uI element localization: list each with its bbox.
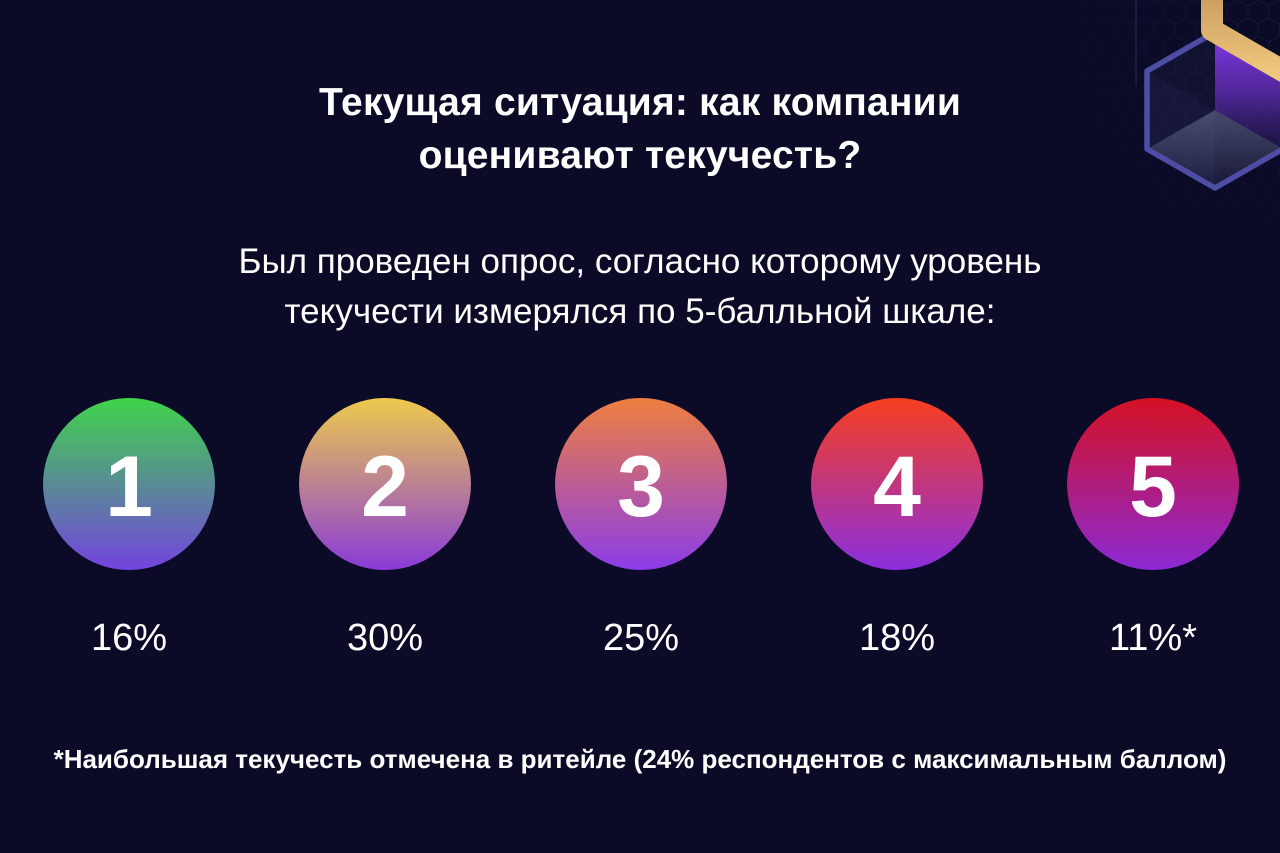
- scale-number: 1: [105, 439, 153, 535]
- gold-hexagon-frame-icon: [1201, 0, 1280, 82]
- scale-number: 2: [361, 439, 409, 535]
- title-line-1: Текущая ситуация: как компании: [318, 81, 962, 124]
- scale-circle: 3: [555, 398, 727, 570]
- scale-percent: 16%: [90, 617, 168, 659]
- subtitle: Был проведен опрос, согласно которому ур…: [0, 237, 1280, 337]
- scale-item: 5 11%*: [1067, 398, 1239, 660]
- subtitle-line-2: текучести измерялся по 5-балльной шкале:: [284, 292, 996, 331]
- scale-item: 4 18%: [811, 398, 983, 660]
- scale-circle: 4: [811, 398, 983, 570]
- scale-item: 3 25%: [555, 398, 727, 660]
- scale-number: 4: [873, 439, 921, 535]
- subtitle-line-1: Был проведен опрос, согласно которому ур…: [238, 242, 1042, 281]
- scale-circle: 1: [43, 398, 215, 570]
- scale-row: 1 16% 2 30% 3 25% 4 18% 5 11%*: [43, 398, 1239, 660]
- scale-circle: 2: [299, 398, 471, 570]
- scale-circle: 5: [1067, 398, 1239, 570]
- scale-percent: 25%: [602, 617, 680, 659]
- title-line-2: оценивают текучесть?: [418, 134, 862, 177]
- page-title: Текущая ситуация: как компании оценивают…: [0, 76, 1280, 182]
- scale-number: 3: [617, 439, 665, 535]
- scale-percent: 30%: [346, 617, 424, 659]
- scale-item: 1 16%: [43, 398, 215, 660]
- scale-number: 5: [1129, 439, 1177, 535]
- scale-percent: 11%*: [1108, 617, 1198, 659]
- scale-percent: 18%: [858, 617, 936, 659]
- scale-item: 2 30%: [299, 398, 471, 660]
- footnote: *Наибольшая текучесть отмечена в ритейле…: [53, 744, 1227, 774]
